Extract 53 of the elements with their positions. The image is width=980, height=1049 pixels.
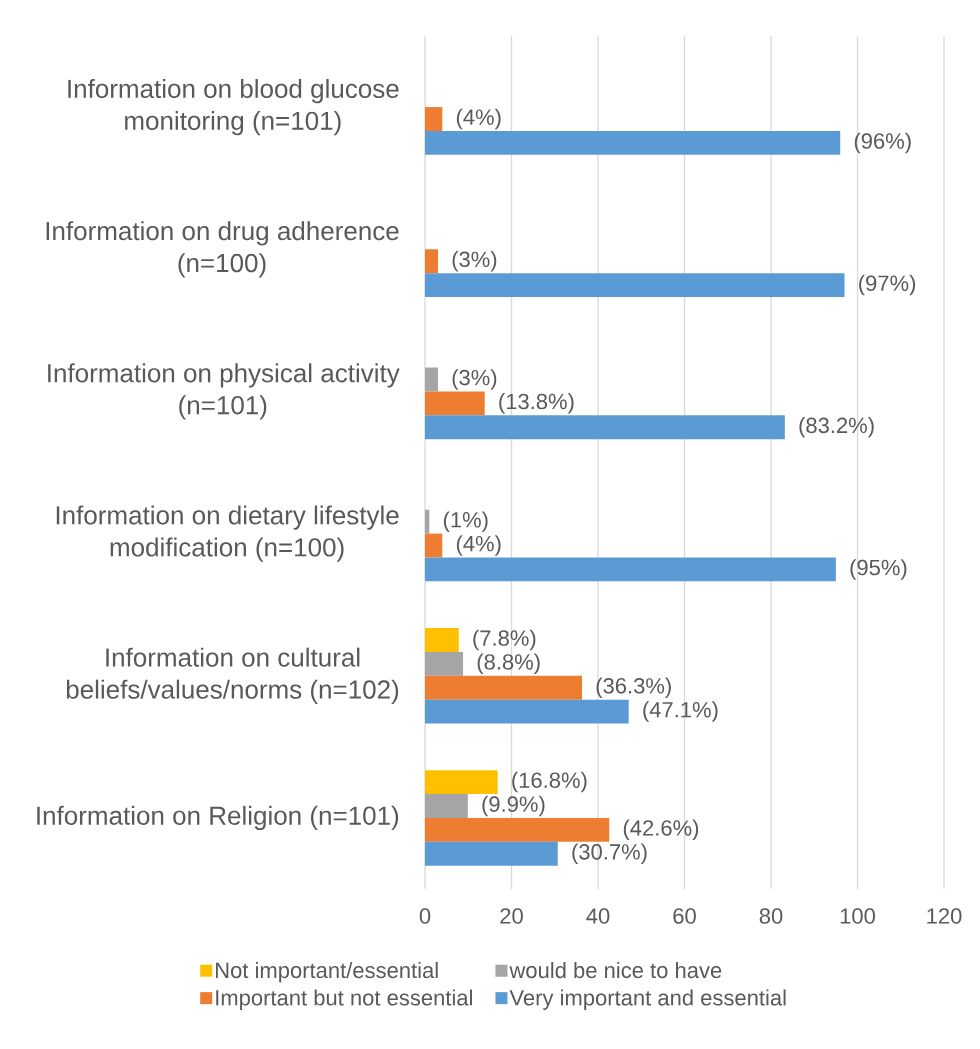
- data-label: (3%): [452, 250, 497, 272]
- bar: [425, 627, 459, 652]
- bar: [425, 391, 485, 416]
- data-label: (83.2%): [799, 417, 874, 438]
- x-tick-label: 0: [419, 908, 431, 924]
- bar: [425, 841, 558, 866]
- bar: [425, 107, 443, 131]
- data-label: (96%): [854, 132, 911, 154]
- data-label: (97%): [859, 274, 916, 296]
- legend-label: would be nice to have: [509, 962, 722, 979]
- x-tick-label: 120: [927, 908, 962, 924]
- bar: [425, 794, 468, 818]
- bar: [425, 130, 841, 155]
- data-label: (16.8%): [512, 771, 587, 793]
- x-tick-label: 20: [500, 908, 523, 924]
- x-tick-label: 100: [840, 908, 875, 924]
- y-tick-label: Information on dietary lifestyle modification (n=100): [56, 505, 399, 562]
- x-tick-label: 80: [759, 908, 783, 924]
- x-tick-label: 60: [673, 908, 696, 924]
- bar: [425, 533, 443, 558]
- bar: [425, 817, 610, 842]
- data-label: (36.3%): [596, 677, 671, 698]
- data-label: (30.7%): [572, 843, 647, 865]
- bar: [425, 249, 438, 274]
- bar: [425, 770, 498, 795]
- bar: [425, 557, 836, 582]
- y-tick-label: Information on cultural beliefs/values/norms (n=102): [66, 647, 399, 704]
- y-tick-label: Information on physical activity (n=101): [48, 363, 400, 420]
- data-label: (7.8%): [473, 629, 536, 651]
- data-label: (4%): [456, 108, 501, 130]
- y-tick-label: Information on Religion (n=101): [37, 805, 399, 831]
- y-tick-label: Information on drug adherence (n=100): [46, 221, 399, 278]
- legend-label: Important but not essential: [216, 989, 472, 1010]
- bar: [425, 651, 464, 676]
- bar: [425, 675, 582, 700]
- y-tick-label: Information on blood glucose monitoring (n=101): [68, 78, 399, 136]
- x-tick-label: 40: [586, 908, 610, 924]
- data-label: (4%): [456, 535, 501, 556]
- data-label: (13.8%): [499, 393, 574, 414]
- legend-label: Very important and essential: [509, 989, 786, 1010]
- data-label: (42.6%): [623, 819, 699, 841]
- data-label: (1%): [443, 511, 488, 532]
- bar: [425, 415, 785, 440]
- bar: [425, 273, 845, 298]
- data-label: (95%): [850, 559, 907, 580]
- data-label: (9.9%): [482, 795, 545, 817]
- data-label: (3%): [452, 369, 497, 390]
- data-label: (8.8%): [477, 653, 540, 675]
- bar: [425, 509, 430, 534]
- bar: [425, 699, 629, 724]
- legend-label: Not important/essential: [216, 962, 438, 983]
- data-label: (47.1%): [643, 701, 718, 722]
- bar: [425, 367, 438, 392]
